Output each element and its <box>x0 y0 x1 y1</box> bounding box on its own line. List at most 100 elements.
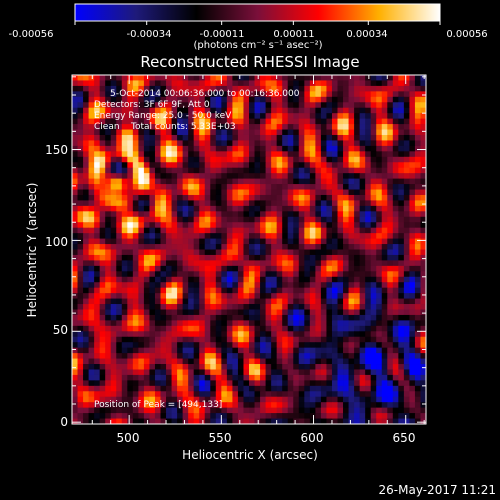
heatmap-cell <box>121 413 128 419</box>
heatmap-cell <box>282 178 289 185</box>
heatmap-cell <box>177 358 184 365</box>
heatmap-cell <box>354 358 361 365</box>
heatmap-cell <box>337 320 344 327</box>
heatmap-cell <box>193 314 200 321</box>
heatmap-cell <box>143 156 150 163</box>
colorbar-tick-label: -0.00011 <box>200 29 245 40</box>
heatmap-cell <box>359 271 366 278</box>
heatmap-cell <box>315 413 322 419</box>
heatmap-cell <box>154 320 161 327</box>
heatmap-cell <box>127 80 134 87</box>
heatmap-cell <box>331 413 338 419</box>
heatmap-cell <box>138 233 145 239</box>
heatmap-cell <box>210 304 217 310</box>
heatmap-cell <box>337 265 344 272</box>
heatmap-cell <box>160 189 167 196</box>
heatmap-cell <box>77 244 84 250</box>
heatmap-cell <box>271 374 278 381</box>
heatmap-cell <box>265 385 272 392</box>
heatmap-cell <box>365 293 372 299</box>
heatmap-cell <box>226 238 233 245</box>
heatmap-cell <box>387 145 394 152</box>
heatmap-cell <box>110 91 117 98</box>
heatmap-cell <box>343 358 349 365</box>
heatmap-cell <box>160 336 167 343</box>
heatmap-cell <box>260 178 266 185</box>
heatmap-cell <box>237 96 244 103</box>
heatmap-cell <box>265 342 272 349</box>
heatmap-cell <box>398 129 405 136</box>
heatmap-cell <box>99 162 106 169</box>
heatmap-cell <box>188 336 195 343</box>
heatmap-cell <box>343 402 349 409</box>
heatmap-cell <box>88 80 95 87</box>
heatmap-cell <box>237 184 244 190</box>
heatmap-cell <box>143 320 150 327</box>
heatmap-cell <box>254 205 261 212</box>
heatmap-cell <box>221 347 228 354</box>
heatmap-cell <box>149 227 156 234</box>
heatmap-cell <box>381 194 388 201</box>
heatmap-cell <box>204 205 211 212</box>
heatmap-cell <box>77 151 84 158</box>
heatmap-cell <box>171 91 178 98</box>
heatmap-cell <box>188 396 195 403</box>
heatmap-cell <box>320 118 327 125</box>
heatmap-cell <box>210 407 217 414</box>
heatmap-cell <box>221 369 228 376</box>
heatmap-cell <box>237 145 244 152</box>
heatmap-cell <box>298 282 305 289</box>
heatmap-cell <box>193 402 200 409</box>
heatmap-cell <box>420 222 427 229</box>
heatmap-cell <box>260 85 266 92</box>
heatmap-cell <box>177 222 184 229</box>
heatmap-cell <box>166 353 172 359</box>
heatmap-cell <box>293 167 300 174</box>
heatmap-cell <box>110 113 117 120</box>
heatmap-cell <box>370 75 377 81</box>
heatmap-cell <box>132 413 139 419</box>
heatmap-cell <box>249 325 255 332</box>
heatmap-cell <box>293 391 300 398</box>
heatmap-cell <box>282 325 289 332</box>
heatmap-cell <box>326 222 333 229</box>
heatmap-cell <box>343 184 349 190</box>
heatmap-cell <box>110 407 117 414</box>
heatmap-cell <box>249 369 255 376</box>
heatmap-cell <box>420 156 427 163</box>
heatmap-cell <box>343 205 349 212</box>
heatmap-cell <box>403 216 410 223</box>
heatmap-cell <box>154 211 161 218</box>
heatmap-cell <box>337 293 344 299</box>
heatmap-cell <box>94 200 101 207</box>
heatmap-cell <box>127 244 134 250</box>
heatmap-cell <box>116 309 123 316</box>
heatmap-cell <box>387 113 394 120</box>
heatmap-cell <box>254 358 261 365</box>
heatmap-cell <box>160 184 167 190</box>
heatmap-cell <box>132 391 139 398</box>
heatmap-cell <box>276 325 283 332</box>
heatmap-cell <box>254 96 261 103</box>
heatmap-cell <box>105 249 112 256</box>
heatmap-cell <box>72 113 78 120</box>
heatmap-cell <box>243 227 250 234</box>
heatmap-cell <box>354 309 361 316</box>
heatmap-cell <box>331 134 338 141</box>
heatmap-cell <box>282 407 289 414</box>
heatmap-cell <box>199 178 206 185</box>
heatmap-cell <box>72 336 78 343</box>
heatmap-cell <box>320 129 327 136</box>
heatmap-cell <box>298 358 305 365</box>
heatmap-cell <box>381 380 388 387</box>
heatmap-cell <box>94 85 101 92</box>
heatmap-cell <box>376 353 383 359</box>
heatmap-cell <box>149 342 156 349</box>
heatmap-cell <box>370 254 377 261</box>
heatmap-cell <box>359 254 366 261</box>
heatmap-cell <box>293 276 300 283</box>
heatmap-cell <box>88 222 95 229</box>
heatmap-cell <box>72 358 78 365</box>
heatmap-cell <box>110 358 117 365</box>
heatmap-cell <box>249 129 255 136</box>
